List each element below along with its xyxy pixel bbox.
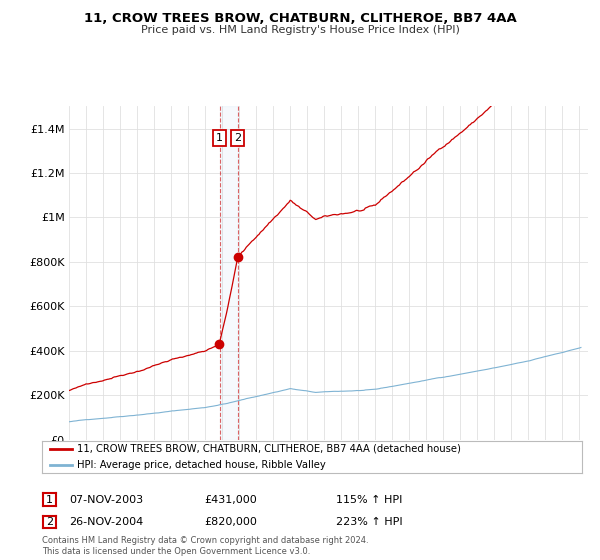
Text: £820,000: £820,000 [204,517,257,527]
Text: 26-NOV-2004: 26-NOV-2004 [69,517,143,527]
Text: 2: 2 [46,517,53,527]
Text: 223% ↑ HPI: 223% ↑ HPI [336,517,403,527]
Bar [220,106,238,440]
Text: 2: 2 [234,133,241,143]
Text: Contains HM Land Registry data © Crown copyright and database right 2024.
This d: Contains HM Land Registry data © Crown c… [42,536,368,556]
Text: 07-NOV-2003: 07-NOV-2003 [69,494,143,505]
Text: 1: 1 [46,494,53,505]
Text: Price paid vs. HM Land Registry's House Price Index (HPI): Price paid vs. HM Land Registry's House … [140,25,460,35]
Text: £431,000: £431,000 [204,494,257,505]
Text: 1: 1 [216,133,223,143]
Text: HPI: Average price, detached house, Ribble Valley: HPI: Average price, detached house, Ribb… [77,460,326,470]
Text: 11, CROW TREES BROW, CHATBURN, CLITHEROE, BB7 4AA: 11, CROW TREES BROW, CHATBURN, CLITHEROE… [83,12,517,25]
Text: 115% ↑ HPI: 115% ↑ HPI [336,494,403,505]
Text: 11, CROW TREES BROW, CHATBURN, CLITHEROE, BB7 4AA (detached house): 11, CROW TREES BROW, CHATBURN, CLITHEROE… [77,444,461,454]
